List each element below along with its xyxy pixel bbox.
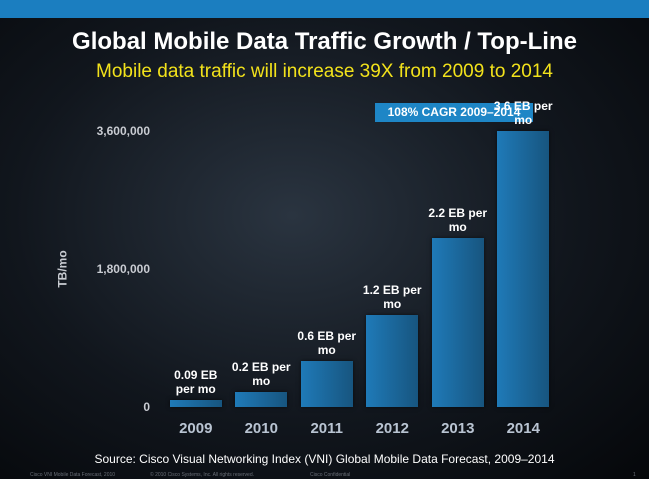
footer-text: 1 [633,472,636,478]
value-label: 3.6 EB per mo [493,99,553,127]
footer-text: © 2010 Cisco Systems, Inc. All rights re… [150,472,255,478]
bar [300,361,353,407]
x-tick-label: 2013 [441,420,475,437]
value-label: 2.2 EB per mo [428,206,488,235]
x-tick-label: 2014 [506,420,540,437]
top-strip [0,0,649,18]
value-label: 1.2 EB per mo [362,283,422,311]
y-tick-label: 0 [143,400,150,414]
footer-text: Cisco VNI Mobile Data Forecast, 2010 [30,472,116,478]
value-label: 0.09 EB per mo [174,368,218,397]
chart-title: Global Mobile Data Traffic Growth / Top-… [72,28,577,55]
x-tick-label: 2010 [244,420,278,437]
chart-subtitle: Mobile data traffic will increase 39X fr… [96,61,553,82]
bar [366,315,419,407]
y-tick-label: 1,800,000 [96,262,150,276]
x-tick-label: 2012 [375,420,409,437]
bar [235,391,288,407]
y-tick-label: 3,600,000 [96,124,150,138]
footer-text: Cisco Confidential [310,472,351,478]
annotation: 108% CAGR 2009–2014 [375,103,533,122]
bar [431,238,484,407]
x-tick-label: 2011 [310,420,344,437]
value-label: 0.2 EB per mo [231,359,291,388]
x-tick-label: 2009 [179,420,213,437]
source: Source: Cisco Visual Networking Index (V… [94,452,555,466]
value-label: 0.6 EB per mo [297,329,357,357]
bar [497,131,550,407]
bar [169,400,222,407]
